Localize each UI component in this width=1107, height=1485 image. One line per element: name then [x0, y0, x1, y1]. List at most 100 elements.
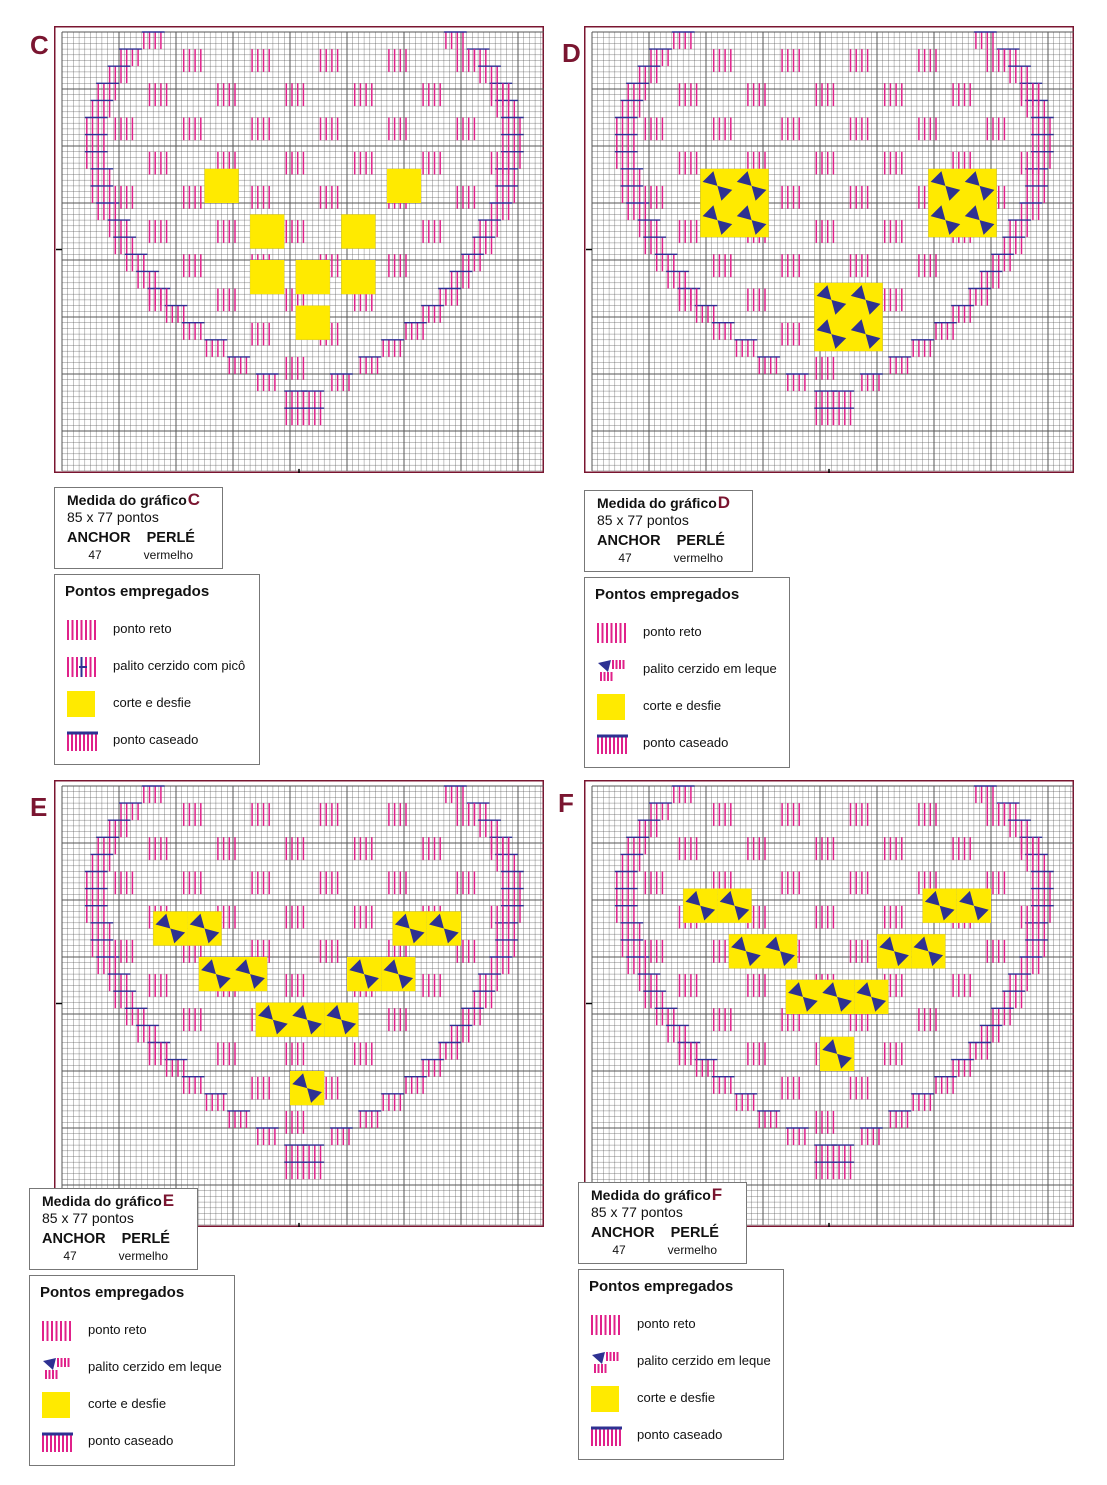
straight-stitch-icon	[65, 617, 99, 641]
legend-item: ponto caseado	[595, 724, 781, 761]
legend-item: ponto caseado	[589, 1416, 775, 1453]
legend-item: ponto reto	[595, 613, 781, 650]
legend-label: palito cerzido em leque	[643, 661, 777, 676]
info-suffix: F	[711, 1185, 723, 1204]
info-code: 47	[618, 551, 632, 565]
legend-label: ponto caseado	[637, 1427, 723, 1442]
info-brand: ANCHOR	[67, 530, 131, 546]
heart-chart-d	[584, 26, 1074, 473]
cut-and-withdraw-icon	[65, 690, 99, 717]
info-brand: ANCHOR	[597, 533, 661, 549]
legend-label: ponto caseado	[643, 735, 729, 750]
legend-item: corte e desfie	[589, 1379, 775, 1416]
buttonhole-stitch-icon	[40, 1429, 74, 1453]
legend-item: palito cerzido em leque	[40, 1348, 226, 1385]
legend-label: ponto reto	[637, 1316, 696, 1331]
legend-title: Pontos empregados	[65, 583, 210, 600]
info-title: Medida do gráfico	[597, 495, 717, 511]
legend-title: Pontos empregados	[595, 586, 740, 603]
legend-item: ponto reto	[40, 1311, 226, 1348]
legend-item: ponto caseado	[65, 721, 251, 758]
info-suffix: D	[717, 493, 731, 512]
info-color: vermelho	[667, 1243, 717, 1257]
legend-label: ponto reto	[643, 624, 702, 639]
legend-item: palito cerzido em leque	[589, 1342, 775, 1379]
legend-item: corte e desfie	[40, 1385, 226, 1422]
legend-item: palito cerzido em leque	[595, 650, 781, 687]
info-suffix: C	[187, 490, 201, 509]
info-suffix: E	[162, 1191, 175, 1210]
fan-woven-bar-icon	[589, 1349, 623, 1373]
legend-label: palito cerzido em leque	[88, 1359, 222, 1374]
legend-label: ponto reto	[88, 1322, 147, 1337]
straight-stitch-icon	[40, 1318, 74, 1342]
info-brand: ANCHOR	[42, 1231, 106, 1247]
legend-label: palito cerzido em leque	[637, 1353, 771, 1368]
cut-areas	[204, 168, 422, 340]
cut-and-withdraw-icon	[40, 1391, 74, 1418]
stitch-pattern	[614, 785, 1054, 1180]
chart-info-f: Medida do gráficoF 85 x 77 pontos ANCHOR…	[578, 1182, 747, 1264]
info-code: 47	[63, 1249, 77, 1263]
legend-item: ponto reto	[589, 1305, 775, 1342]
straight-stitch-icon	[595, 620, 629, 644]
info-code: 47	[612, 1243, 626, 1257]
buttonhole-stitch-icon	[65, 728, 99, 752]
info-type: PERLÉ	[146, 530, 195, 546]
legend-title: Pontos empregados	[589, 1278, 734, 1295]
cut-areas	[683, 888, 991, 1071]
legend-label: ponto reto	[113, 621, 172, 636]
legend-item: palito cerzido com picô	[65, 647, 251, 684]
legend-label: corte e desfie	[113, 695, 192, 710]
info-title: Medida do gráfico	[591, 1187, 711, 1203]
info-brand: ANCHOR	[591, 1225, 655, 1241]
legend-e: Pontos empregados ponto reto palito cerzid…	[29, 1275, 235, 1466]
legend-d: Pontos empregados ponto reto palito cerzid…	[584, 577, 790, 768]
chart-info-d: Medida do gráficoD 85 x 77 pontos ANCHOR…	[584, 490, 753, 572]
buttonhole-stitch-icon	[595, 731, 629, 755]
info-title: Medida do gráfico	[67, 492, 187, 508]
cut-and-withdraw-icon	[595, 693, 629, 720]
legend-label: ponto caseado	[113, 732, 199, 747]
info-type: PERLÉ	[676, 533, 725, 549]
woven-bar-picot-icon	[65, 654, 99, 678]
panel-letter-e: E	[30, 792, 48, 822]
legend-label: ponto caseado	[88, 1433, 174, 1448]
straight-stitch-icon	[589, 1312, 623, 1336]
chart-frame	[54, 26, 544, 473]
legend-item: ponto reto	[65, 610, 251, 647]
cut-areas	[700, 168, 997, 352]
info-size: 85 x 77 pontos	[591, 1204, 683, 1220]
info-type: PERLÉ	[670, 1225, 719, 1241]
buttonhole-stitch-icon	[589, 1423, 623, 1447]
legend-label: palito cerzido com picô	[113, 658, 246, 673]
legend-label: corte e desfie	[88, 1396, 167, 1411]
info-code: 47	[88, 548, 102, 562]
legend-item: corte e desfie	[595, 687, 781, 724]
cut-areas	[153, 911, 461, 1106]
info-size: 85 x 77 pontos	[597, 512, 689, 528]
legend-item: corte e desfie	[65, 684, 251, 721]
legend-c: Pontos empregados ponto reto palito cerzid…	[54, 574, 260, 765]
fan-woven-bar-icon	[595, 657, 629, 681]
info-title: Medida do gráfico	[42, 1193, 162, 1209]
panel-letter-f: F	[558, 788, 574, 818]
panel-letter-c: C	[30, 30, 49, 60]
legend-title: Pontos empregados	[40, 1284, 185, 1301]
legend-label: corte e desfie	[637, 1390, 716, 1405]
grid	[61, 785, 544, 1226]
chart-info-e: Medida do gráficoE 85 x 77 pontos ANCHOR…	[29, 1188, 198, 1270]
info-type: PERLÉ	[121, 1231, 170, 1247]
chart-frame	[584, 26, 1074, 473]
info-color: vermelho	[673, 551, 723, 565]
fan-woven-bar-icon	[40, 1355, 74, 1379]
info-color: vermelho	[118, 1249, 168, 1263]
info-color: vermelho	[143, 548, 193, 562]
cut-and-withdraw-icon	[589, 1385, 623, 1412]
info-size: 85 x 77 pontos	[42, 1210, 134, 1226]
legend-label: corte e desfie	[643, 698, 722, 713]
legend-f: Pontos empregados ponto reto palito cerzid…	[578, 1269, 784, 1460]
heart-chart-f	[584, 780, 1074, 1227]
chart-info-c: Medida do gráficoC 85 x 77 pontos ANCHOR…	[54, 487, 223, 569]
legend-item: ponto caseado	[40, 1422, 226, 1459]
